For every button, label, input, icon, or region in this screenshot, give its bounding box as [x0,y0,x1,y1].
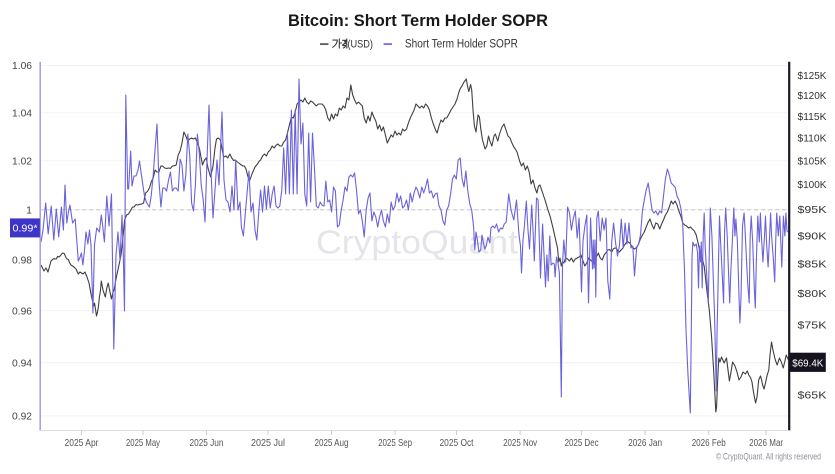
svg-text:(USD): (USD) [348,39,374,51]
svg-text:$115K: $115K [798,111,827,123]
svg-text:$120K: $120K [798,90,827,102]
svg-text:Short Term Holder SOPR: Short Term Holder SOPR [405,39,518,51]
svg-text:2025 Apr: 2025 Apr [65,437,99,449]
svg-text:$105K: $105K [798,155,827,167]
svg-text:$95K: $95K [798,204,827,216]
svg-text:2025 Sep: 2025 Sep [378,437,412,449]
svg-text:2025 Jun: 2025 Jun [190,437,224,449]
svg-text:© CryptoQuant. All rights rese: © CryptoQuant. All rights reserved [716,452,821,463]
svg-text:0.99*: 0.99* [13,223,38,235]
svg-text:0.98: 0.98 [12,254,32,266]
svg-text:2025 Oct: 2025 Oct [440,437,474,449]
svg-text:1.04: 1.04 [12,107,32,119]
svg-text:1.02: 1.02 [12,155,32,167]
svg-text:0.92: 0.92 [12,411,32,423]
svg-text:1: 1 [26,204,32,216]
svg-text:$65K: $65K [798,390,827,402]
svg-text:$80K: $80K [798,288,827,300]
svg-text:$85K: $85K [798,259,827,271]
svg-text:Bitcoin: Short Term Holder SOP: Bitcoin: Short Term Holder SOPR [288,11,548,30]
svg-text:$75K: $75K [798,320,827,332]
svg-text:$100K: $100K [798,179,827,191]
svg-text:0.94: 0.94 [12,357,32,369]
svg-text:2025 Jul: 2025 Jul [251,437,285,449]
svg-text:0.96: 0.96 [12,305,32,317]
svg-text:2025 Aug: 2025 Aug [315,437,349,449]
svg-text:1.06: 1.06 [12,60,32,72]
svg-text:$69.4K: $69.4K [792,357,823,369]
svg-text:$125K: $125K [798,70,827,82]
svg-text:$110K: $110K [798,133,827,145]
svg-text:2026 Jan: 2026 Jan [628,437,662,449]
svg-text:2025 May: 2025 May [126,437,161,449]
svg-text:2026 Mar: 2026 Mar [749,437,783,449]
svg-text:CryptoQuant: CryptoQuant [316,225,519,262]
svg-text:$90K: $90K [798,231,827,243]
svg-text:2025 Nov: 2025 Nov [503,437,538,449]
svg-text:2026 Feb: 2026 Feb [692,437,726,449]
svg-text:2025 Dec: 2025 Dec [565,437,599,449]
